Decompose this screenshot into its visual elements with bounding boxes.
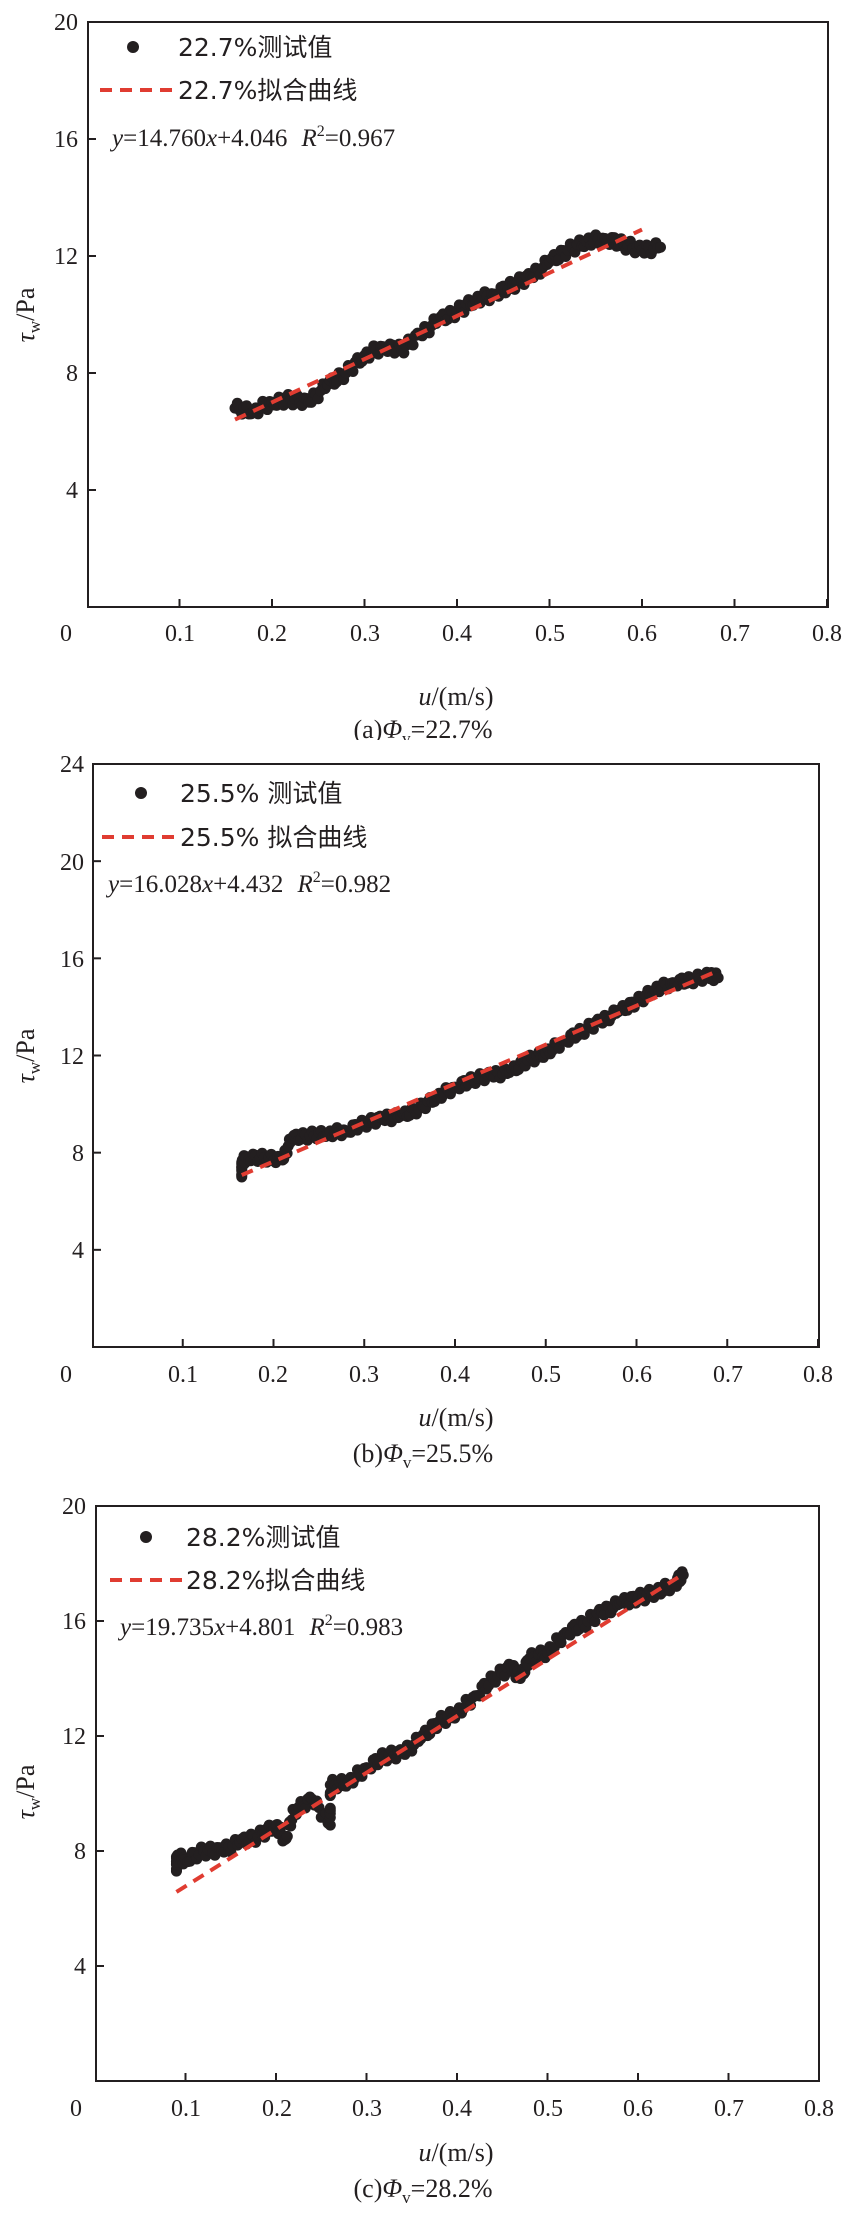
y-tick-marks: [88, 21, 96, 491]
panel-caption: (c)Φv=28.2%: [354, 2174, 493, 2207]
fit-equation: y=16.028x+4.432 R2=0.982: [105, 869, 391, 898]
x-tick-label-0.1: 0.1: [168, 1362, 198, 1388]
x-tick-label-0.4: 0.4: [442, 621, 472, 647]
chart-c-svg: 20 16 12 8 4 0 0.1 0.2 0.3 0.4 0.5 0.6 0…: [11, 1494, 834, 2207]
data-point: [324, 1802, 336, 1814]
y-tick-label-4: 4: [66, 478, 78, 504]
y-axis-title-group: τw/Pa: [11, 1028, 44, 1083]
data-point: [712, 972, 724, 984]
x-tick-label-0.2: 0.2: [262, 2096, 292, 2122]
y-tick-label-12: 12: [60, 1044, 84, 1070]
x-tick-label-0.5: 0.5: [533, 2096, 563, 2122]
x-tick-label-0.1: 0.1: [171, 2096, 201, 2122]
y-axis-title: τw/Pa: [11, 1028, 44, 1083]
panel-caption: (b)Φv=25.5%: [353, 1439, 493, 1472]
legend-point-marker: [135, 787, 147, 799]
y-tick-marks: [96, 1505, 104, 1967]
data-point: [407, 339, 419, 351]
x-tick-label-0.4: 0.4: [440, 1362, 470, 1388]
y-axis-title: τw/Pa: [11, 1764, 44, 1819]
legend-measured-label: 25.5% 测试值: [180, 779, 342, 808]
x-tick-label-0.6: 0.6: [627, 621, 657, 647]
y-tick-label-4: 4: [72, 1238, 84, 1264]
x-tick-label-0.3: 0.3: [349, 1362, 379, 1388]
x-tick-label-0.2: 0.2: [257, 621, 287, 647]
legend-point-marker: [140, 1531, 152, 1543]
legend-point-marker: [127, 41, 139, 53]
data-point: [324, 1819, 336, 1831]
points-group: [170, 1566, 689, 1877]
panel-caption: (a)Φv=22.7%: [354, 715, 493, 740]
x-tick-label-0.1: 0.1: [165, 621, 195, 647]
y-axis-title-group: τw/Pa: [11, 287, 44, 342]
x-tick-label-0.7: 0.7: [714, 2096, 744, 2122]
fit-line: [240, 968, 719, 1177]
x-axis-title: u/(m/s): [418, 682, 493, 711]
y-tick-label-24: 24: [60, 752, 84, 778]
x-tick-marks: [178, 599, 828, 607]
data-point: [677, 1569, 689, 1581]
chart-panel-c: 20 16 12 8 4 0 0.1 0.2 0.3 0.4 0.5 0.6 0…: [0, 1480, 846, 2215]
y-tick-label-16: 16: [62, 1609, 86, 1635]
y-tick-marks: [93, 763, 101, 1251]
legend-measured-label: 28.2%测试值: [186, 1523, 340, 1552]
fit-line: [234, 227, 643, 422]
x-tick-label-0.5: 0.5: [535, 621, 565, 647]
x-axis-title: u/(m/s): [418, 2138, 493, 2167]
data-point: [655, 241, 666, 253]
x-tick-label-0: 0: [60, 621, 72, 647]
y-tick-label-8: 8: [66, 361, 78, 387]
x-tick-label-0.5: 0.5: [531, 1362, 561, 1388]
x-tick-label-0.8: 0.8: [812, 621, 842, 647]
x-tick-label-0.7: 0.7: [720, 621, 750, 647]
legend-fit-label: 25.5% 拟合曲线: [180, 823, 367, 852]
chart-panel-a: 20 16 12 8 4 0 0.1 0.2 0.3 0.4 0.5 0.6 0…: [0, 0, 846, 740]
chart-panel-b: 24 20 16 12 8 4 0 0.1 0.2 0.3 0.4 0.5 0.…: [0, 740, 846, 1480]
legend-fit-label: 22.7%拟合曲线: [178, 76, 357, 105]
x-tick-label-0.8: 0.8: [804, 2096, 834, 2122]
x-tick-label-0.6: 0.6: [623, 2096, 653, 2122]
x-tick-label-0.3: 0.3: [350, 621, 380, 647]
y-tick-label-16: 16: [60, 947, 84, 973]
y-tick-label-16: 16: [54, 127, 78, 153]
x-tick-label-0: 0: [70, 2096, 82, 2122]
y-tick-label-8: 8: [72, 1141, 84, 1167]
legend-measured-label: 22.7%测试值: [178, 33, 332, 62]
x-tick-marks: [184, 2073, 820, 2081]
y-tick-label-8: 8: [74, 1839, 86, 1865]
y-tick-label-12: 12: [54, 244, 78, 270]
chart-b-svg: 24 20 16 12 8 4 0 0.1 0.2 0.3 0.4 0.5 0.…: [11, 752, 833, 1472]
chart-a-svg: 20 16 12 8 4 0 0.1 0.2 0.3 0.4 0.5 0.6 0…: [11, 10, 842, 740]
y-tick-label-20: 20: [62, 1494, 86, 1520]
y-tick-label-20: 20: [60, 850, 84, 876]
x-tick-label-0.2: 0.2: [258, 1362, 288, 1388]
data-point: [589, 1616, 601, 1628]
x-tick-label-0: 0: [60, 1362, 72, 1388]
fit-equation: y=14.760x+4.046 R2=0.967: [109, 123, 395, 152]
y-tick-label-12: 12: [62, 1724, 86, 1750]
x-tick-label-0.8: 0.8: [803, 1362, 833, 1388]
x-tick-label-0.7: 0.7: [713, 1362, 743, 1388]
y-axis-title: τw/Pa: [11, 287, 44, 342]
y-tick-label-4: 4: [74, 1954, 86, 1980]
x-tick-marks: [181, 1339, 819, 1347]
data-point: [281, 1830, 293, 1842]
data-point: [347, 365, 359, 377]
y-tick-label-20: 20: [54, 10, 78, 36]
x-tick-label-0.4: 0.4: [442, 2096, 472, 2122]
x-axis-title: u/(m/s): [418, 1403, 493, 1432]
x-tick-label-0.6: 0.6: [622, 1362, 652, 1388]
legend-fit-label: 28.2%拟合曲线: [186, 1566, 365, 1595]
x-tick-label-0.3: 0.3: [352, 2096, 382, 2122]
fit-equation: y=19.735x+4.801 R2=0.983: [117, 1612, 403, 1641]
y-axis-title-group: τw/Pa: [11, 1764, 44, 1819]
